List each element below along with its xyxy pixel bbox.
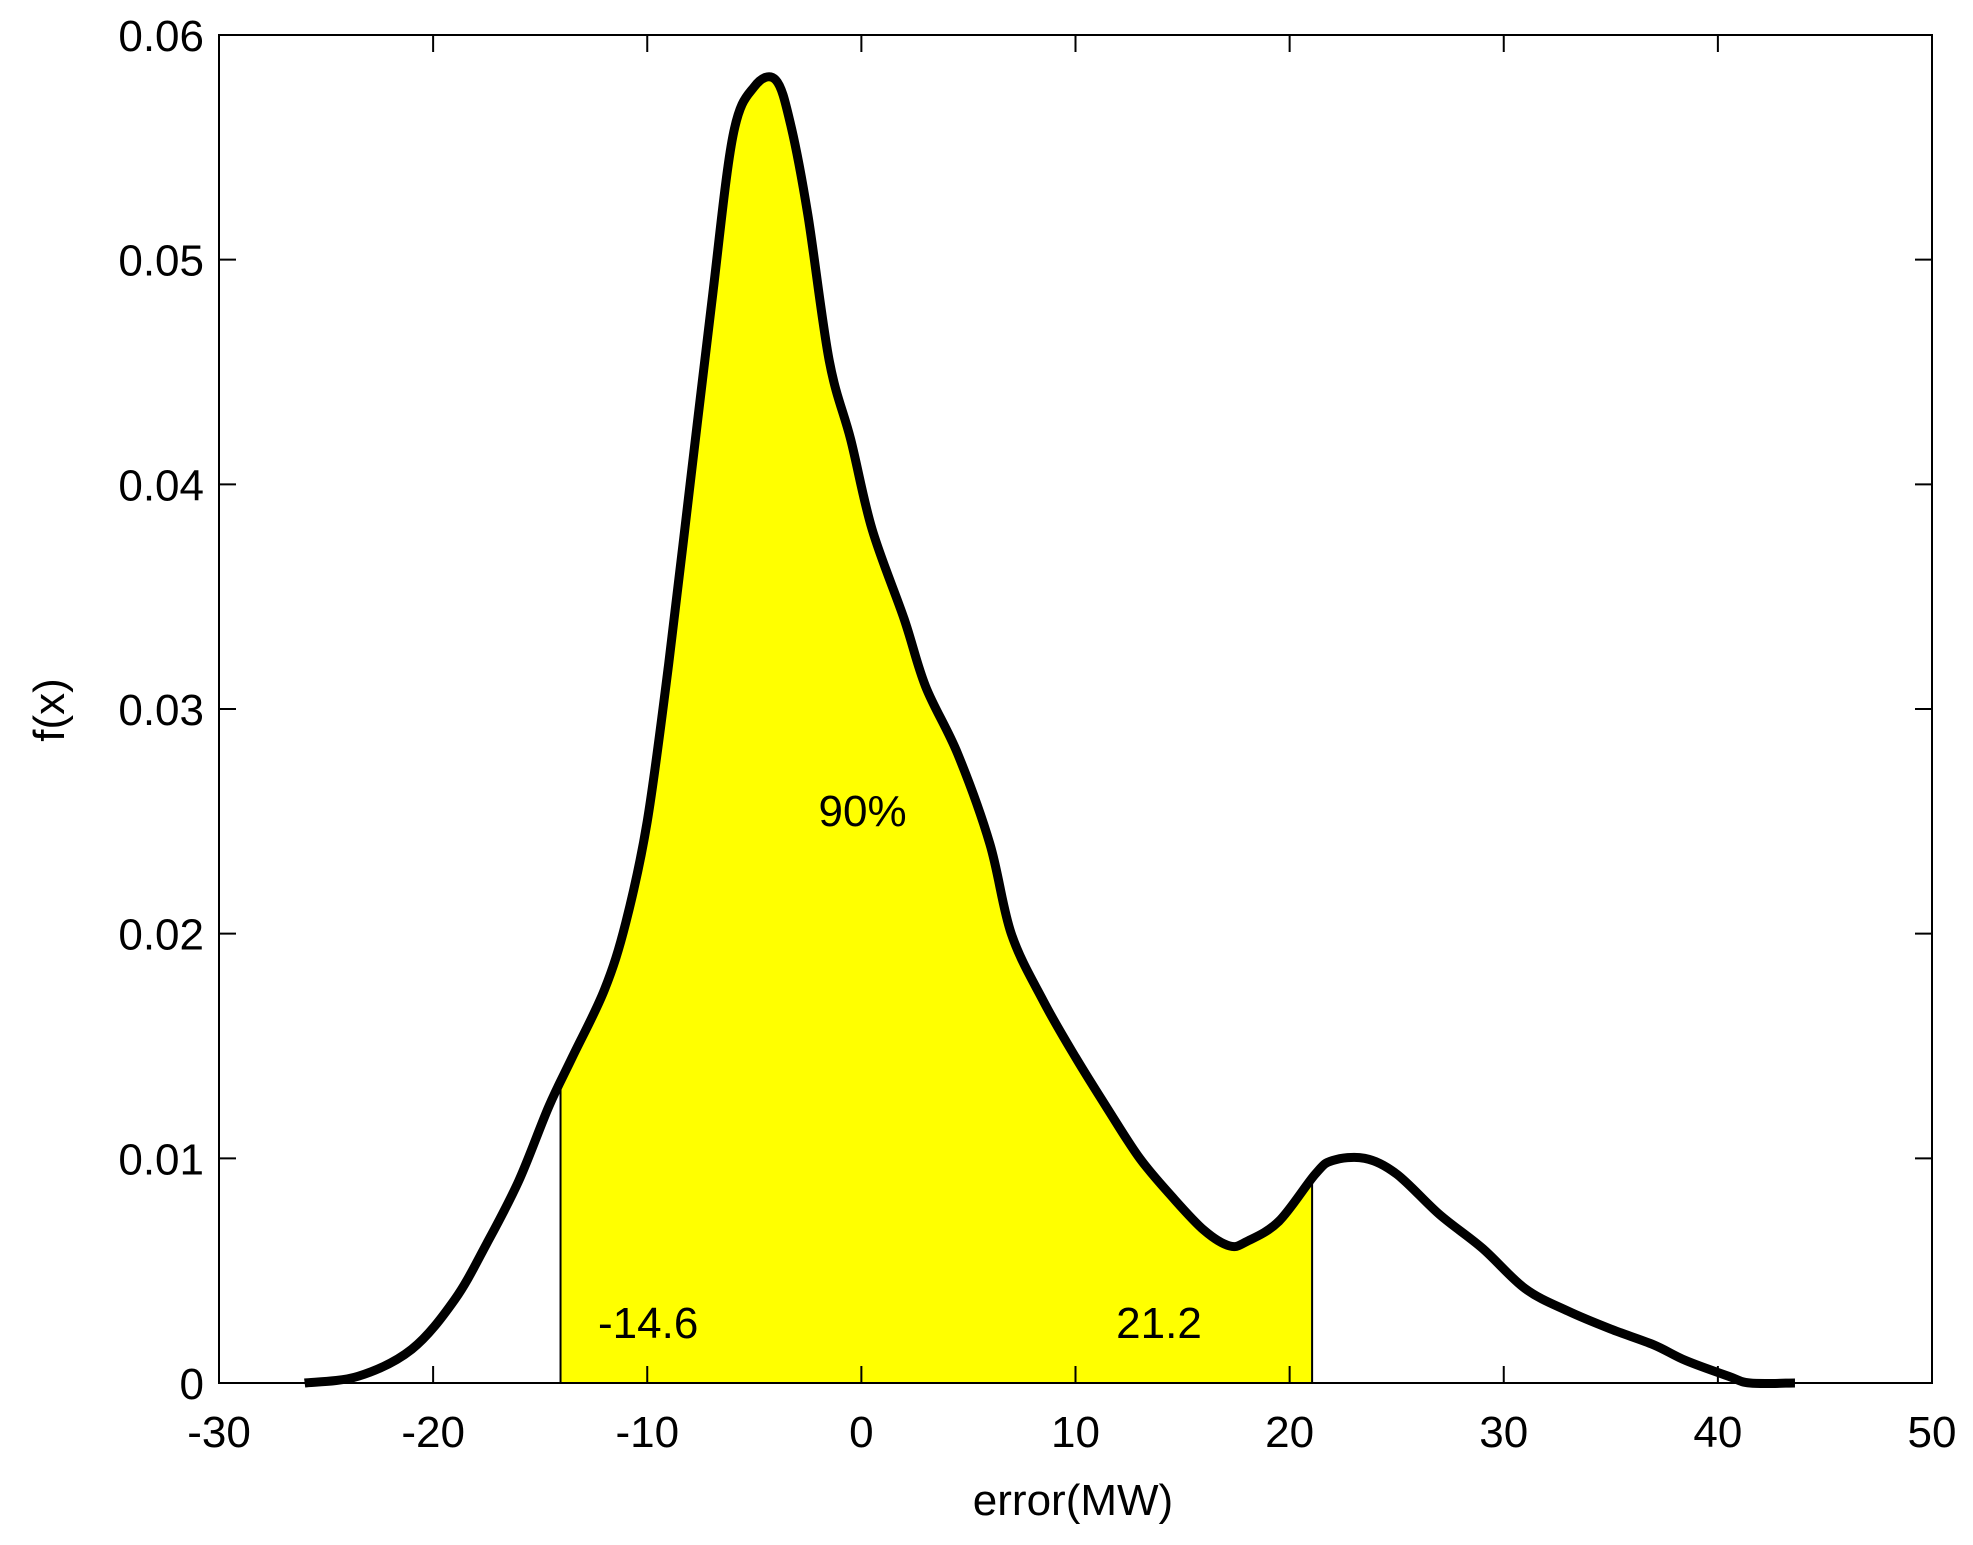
y-tick-label: 0.06 bbox=[118, 12, 204, 61]
x-tick-label: -20 bbox=[401, 1408, 465, 1457]
coverage-label: 90% bbox=[819, 787, 907, 836]
lower-bound-label: -14.6 bbox=[598, 1299, 698, 1348]
x-tick-labels: -30 -20 -10 0 10 20 30 40 50 bbox=[187, 1408, 1956, 1457]
x-tick-label: 10 bbox=[1051, 1408, 1100, 1457]
y-tick-label: 0.04 bbox=[118, 461, 204, 510]
x-tick-label: 20 bbox=[1265, 1408, 1314, 1457]
x-tick-label: 50 bbox=[1908, 1408, 1957, 1457]
y-tick-label: 0 bbox=[180, 1360, 204, 1409]
y-tick-labels: 0 0.01 0.02 0.03 0.04 0.05 0.06 bbox=[118, 12, 204, 1409]
x-tick-label: 0 bbox=[849, 1408, 873, 1457]
y-tick-label: 0.02 bbox=[118, 911, 204, 960]
x-tick-label: -10 bbox=[615, 1408, 679, 1457]
x-tick-label: 30 bbox=[1479, 1408, 1528, 1457]
axis-ticks bbox=[218, 34, 1933, 1384]
shaded-area bbox=[559, 76, 1314, 1383]
density-curve bbox=[304, 72, 1795, 1388]
y-tick-label: 0.05 bbox=[118, 237, 204, 286]
x-axis-title: error(MW) bbox=[973, 1476, 1173, 1525]
x-tick-label: -30 bbox=[187, 1408, 251, 1457]
y-tick-label: 0.03 bbox=[118, 686, 204, 735]
x-tick-label: 40 bbox=[1693, 1408, 1742, 1457]
upper-bound-label: 21.2 bbox=[1116, 1299, 1202, 1348]
y-tick-label: 0.01 bbox=[118, 1135, 204, 1184]
y-axis-title: f(x) bbox=[25, 678, 74, 742]
